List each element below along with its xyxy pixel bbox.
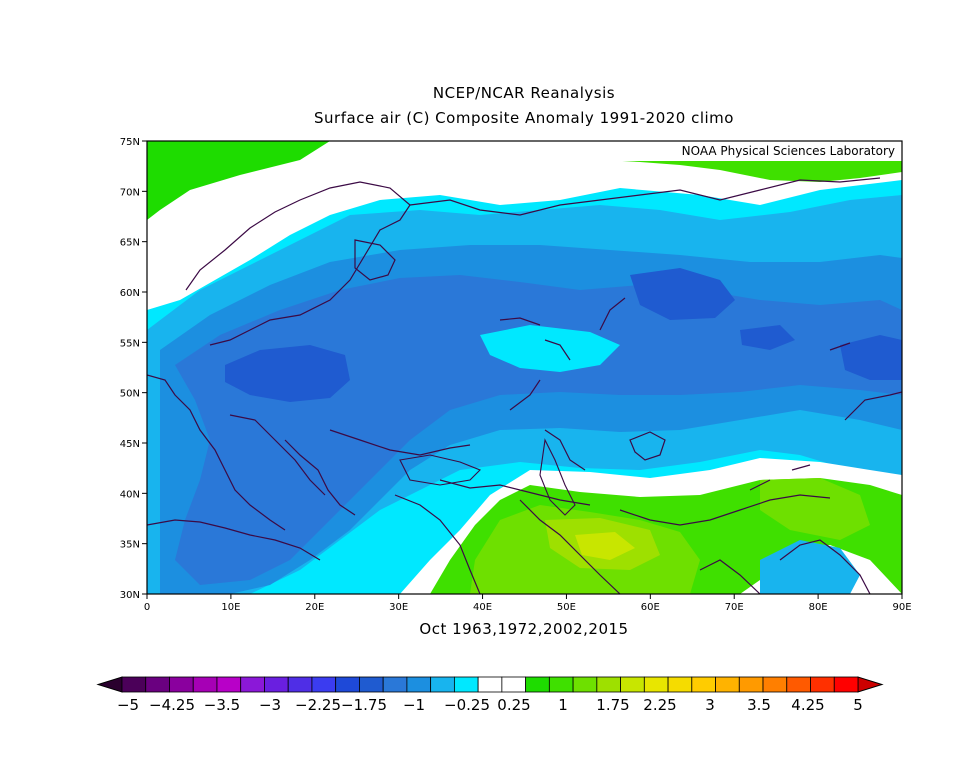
colorbar-label: 1.75 <box>596 696 629 714</box>
colorbar-label: −0.25 <box>444 696 490 714</box>
anomaly-region <box>147 141 902 310</box>
colorbar-label: −3 <box>259 696 281 714</box>
colorbar-label: 0.25 <box>497 696 530 714</box>
anomaly-region <box>225 345 350 402</box>
lon-tick-label: 40E <box>473 602 492 613</box>
colorbar-swatch <box>359 676 384 693</box>
colorbar-swatch <box>192 676 218 693</box>
colorbar-label: 5 <box>853 696 863 714</box>
anomaly-field <box>147 141 902 594</box>
lon-tick-label: 30E <box>389 602 408 613</box>
anomaly-region <box>630 268 735 320</box>
lat-tick-label: 50N <box>120 389 140 400</box>
colorbar-swatch <box>382 676 408 693</box>
colorbar-label: 4.25 <box>791 696 824 714</box>
colorbar-label: −5 <box>117 696 139 714</box>
colorbar-swatch <box>121 676 147 693</box>
map-frame <box>146 140 903 595</box>
colorbar-swatch <box>548 676 574 693</box>
anomaly-region <box>760 478 870 540</box>
colorbar-swatch <box>477 676 503 693</box>
anomaly-region <box>575 532 635 560</box>
composite-years: Oct 1963,1972,2002,2015 <box>419 620 629 638</box>
colorbar-swatch <box>715 676 740 693</box>
colorbar-label: −1 <box>403 696 425 714</box>
lon-tick-label: 0 <box>144 602 150 613</box>
colorbar-swatch <box>833 676 859 693</box>
axes: 0 10E 20E 30E 40E 50E 60E 70E 80E 90E 30N 35N 40N 45N… <box>120 137 912 613</box>
colorbar-swatch <box>430 676 455 693</box>
colorbar-label: 3.5 <box>747 696 771 714</box>
lon-tick-label: 20E <box>305 602 324 613</box>
colorbar-swatch <box>738 676 764 693</box>
colorbar-swatch <box>406 676 432 693</box>
colorbar-swatch <box>169 676 194 693</box>
colorbar-label: −3.5 <box>204 696 240 714</box>
lat-tick-label: 35N <box>120 540 140 551</box>
colorbar-swatch <box>216 676 242 693</box>
lat-tick-label: 30N <box>120 590 140 601</box>
inland-seas <box>399 438 576 516</box>
anomaly-region <box>480 325 620 372</box>
colorbar-over-arrow <box>857 676 884 693</box>
colorbar-swatch <box>145 676 170 693</box>
colorbar-under-arrow <box>96 676 123 693</box>
lat-tick-label: 55N <box>120 338 140 349</box>
colorbar-swatch <box>620 676 645 693</box>
colorbar-swatch <box>311 676 337 693</box>
colorbar-swatch <box>453 676 479 693</box>
anomaly-region <box>740 325 795 350</box>
credit-label: NOAA Physical Sciences Laboratory <box>682 144 895 158</box>
lat-tick-label: 65N <box>120 238 140 249</box>
lat-tick-label: 45N <box>120 439 140 450</box>
lat-tick-label: 60N <box>120 288 140 299</box>
colorbar-label: 3 <box>705 696 715 714</box>
colorbar-label: −4.25 <box>149 696 195 714</box>
colorbar-label: 1 <box>558 696 568 714</box>
colorbar-label: −1.75 <box>341 696 387 714</box>
lon-tick-label: 80E <box>809 602 828 613</box>
map-title: NCEP/NCAR Reanalysis <box>432 84 616 102</box>
lat-tick-label: 75N <box>120 137 140 148</box>
lat-tick-label: 70N <box>120 187 140 198</box>
lon-tick-label: 50E <box>557 602 576 613</box>
anomaly-region <box>175 275 902 585</box>
anomaly-region <box>840 335 902 380</box>
anomaly-region <box>147 141 330 220</box>
credit-box <box>604 141 902 161</box>
colorbar-label: 2.25 <box>643 696 676 714</box>
colorbar-swatch <box>501 676 527 693</box>
lon-tick-label: 90E <box>892 602 911 613</box>
lon-tick-label: 60E <box>641 602 660 613</box>
colorbar-swatch <box>335 676 360 693</box>
colorbar-swatch <box>786 676 811 693</box>
map-subtitle: Surface air (C) Composite Anomaly 1991-2… <box>314 109 734 127</box>
anomaly-region <box>760 540 860 594</box>
colorbar-swatch <box>810 676 835 693</box>
colorbar-swatch <box>572 676 598 693</box>
colorbar-swatch <box>667 676 693 693</box>
lat-tick-label: 40N <box>120 489 140 500</box>
lon-tick-label: 10E <box>221 602 240 613</box>
colorbar-swatch <box>264 676 289 693</box>
lon-tick-label: 70E <box>725 602 744 613</box>
coastlines <box>147 177 902 594</box>
colorbar-swatch <box>762 676 788 693</box>
colorbar: −5 −4.25 −3.5 −3 −2.25 −1.75 −1 −0.25 0.25 1 1.75 2… <box>96 676 884 714</box>
colorbar-swatch <box>691 676 716 693</box>
colorbar-label: −2.25 <box>295 696 341 714</box>
colorbar-swatch <box>643 676 669 693</box>
colorbar-swatch <box>240 676 265 693</box>
colorbar-swatch <box>596 676 621 693</box>
colorbar-swatch <box>287 676 313 693</box>
colorbar-swatch <box>525 676 550 693</box>
